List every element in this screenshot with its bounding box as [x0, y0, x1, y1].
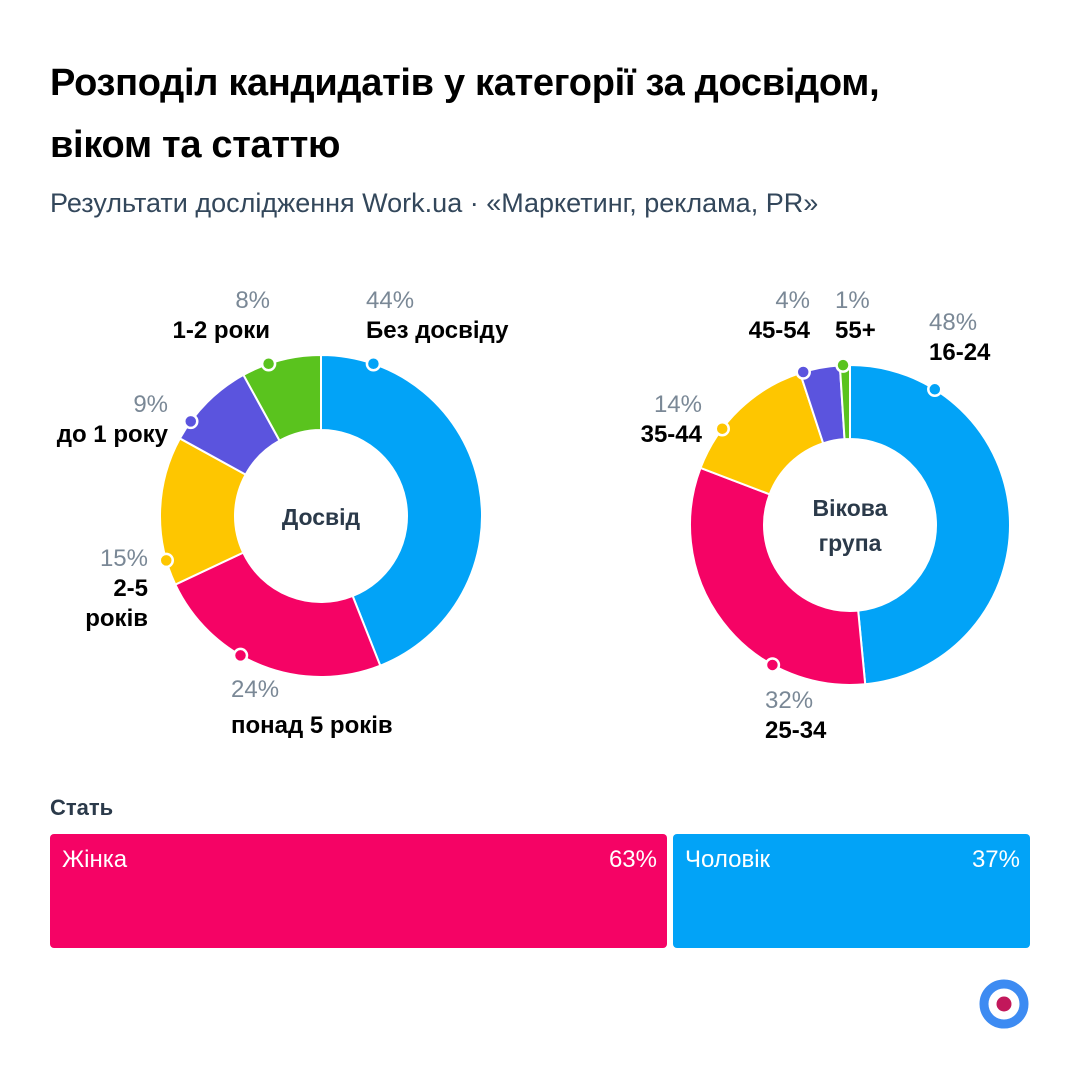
pct-no-experience: 44% [366, 287, 415, 314]
title-line-2: віком та статтю [50, 124, 341, 166]
bar-male-label: Чоловік [685, 846, 771, 873]
label-age-55-plus: 1% 55+ [835, 286, 876, 346]
label-age-45-54: 4% 45-54 [720, 286, 810, 346]
gender-title: Стать [50, 795, 114, 820]
cat-no-experience: Без досвіду [366, 317, 509, 344]
age-marker-2 [714, 420, 730, 437]
experience-marker-3 [182, 413, 199, 430]
cat-age-16-24: 16-24 [929, 339, 991, 366]
label-2-5-years: 15% 2-5 років [50, 544, 148, 634]
cat-age-35-44: 35-44 [640, 421, 702, 448]
pct-age-45-54: 4% [775, 287, 810, 314]
label-over-5-years: 24% понад 5 років [231, 675, 393, 741]
age-marker-3 [795, 364, 811, 380]
experience-marker-4 [260, 356, 277, 372]
donut-experience-center-label: Досвід [282, 504, 361, 530]
cat-1-2-years: 1-2 роки [172, 317, 270, 344]
pct-2-5-years: 15% [99, 545, 148, 572]
bar-female: Жінка 63% [50, 834, 667, 948]
title-line-1: Розподіл кандидатів у категорії за досві… [50, 62, 880, 104]
label-age-16-24: 48% 16-24 [929, 308, 990, 368]
age-marker-1 [764, 657, 781, 673]
experience-marker-0 [365, 356, 382, 372]
pct-1-2-years: 8% [235, 287, 270, 314]
cat-over-5-years: понад 5 років [231, 712, 393, 739]
cat-age-45-54: 45-54 [748, 317, 810, 344]
workua-logo-icon [979, 979, 1029, 1029]
label-age-35-44: 14% 35-44 [600, 390, 702, 450]
cat-2-5-years-2: років [85, 605, 148, 632]
page-title: Розподіл кандидатів у категорії за досві… [50, 52, 1050, 176]
bar-female-label: Жінка [62, 846, 128, 873]
donut-experience [158, 353, 483, 678]
label-up-to-1-year: 9% до 1 року [30, 390, 168, 450]
label-no-experience: 44% Без досвіду [366, 286, 508, 346]
age-slice-0 [849, 363, 1011, 686]
cat-age-25-34: 25-34 [765, 717, 827, 744]
experience-marker-1 [232, 647, 249, 664]
label-1-2-years: 8% 1-2 роки [120, 286, 270, 346]
pct-up-to-1-year: 9% [133, 391, 168, 418]
cat-up-to-1-year: до 1 року [56, 421, 168, 448]
label-age-25-34: 32% 25-34 [765, 686, 826, 746]
donut-age [689, 357, 1011, 686]
experience-slice-1 [173, 551, 382, 678]
age-marker-0 [927, 381, 943, 398]
pct-age-55-plus: 1% [835, 287, 870, 314]
pct-age-35-44: 14% [653, 391, 702, 418]
bar-male-value: 37% [971, 846, 1020, 873]
pct-age-25-34: 32% [765, 687, 814, 714]
bar-female-value: 63% [608, 846, 657, 873]
cat-age-55-plus: 55+ [835, 317, 876, 344]
pct-age-16-24: 48% [929, 309, 978, 336]
experience-slice-0 [320, 353, 483, 667]
donut-age-center-label-1: Вікова [813, 495, 888, 521]
bar-male: Чоловік 37% [673, 834, 1030, 948]
cat-2-5-years-1: 2-5 [113, 575, 148, 602]
subtitle: Результати дослідження Work.ua · «Маркет… [50, 188, 819, 218]
donut-age-center-label-2: група [819, 530, 882, 556]
experience-marker-2 [158, 552, 174, 569]
age-marker-4 [835, 357, 851, 373]
pct-over-5-years: 24% [231, 676, 280, 703]
